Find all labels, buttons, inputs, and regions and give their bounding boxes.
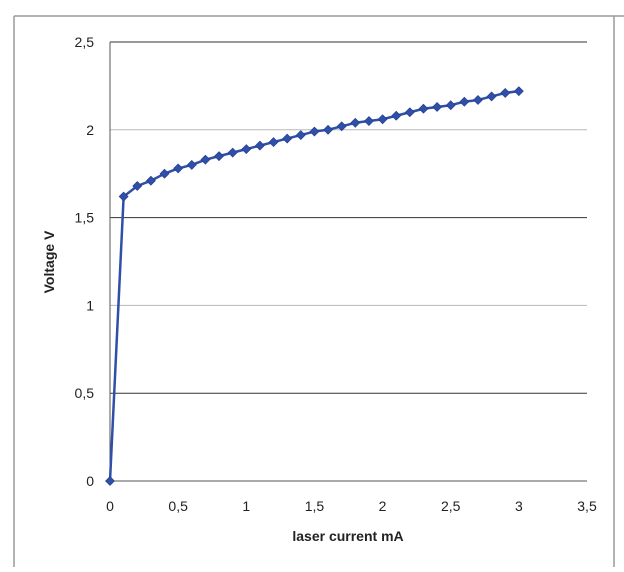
y-tick-label: 0,5 (75, 385, 95, 401)
data-point-marker (241, 144, 252, 155)
data-series (105, 86, 524, 486)
data-point-marker (118, 191, 129, 202)
data-point-marker (309, 126, 320, 137)
x-tick-label: 1 (242, 498, 250, 514)
series-line (108, 89, 520, 482)
y-tick-label: 0 (86, 473, 94, 489)
y-tick-labels: 0 0,5 1 1,5 2 2,5 (75, 34, 95, 489)
data-point-marker (295, 130, 306, 140)
y-tick-label: 2,5 (75, 34, 95, 50)
x-tick-label: 0 (106, 498, 114, 514)
data-point-marker (173, 163, 184, 174)
data-point-marker (227, 147, 238, 158)
data-point-marker (214, 151, 224, 162)
data-point-marker (200, 154, 211, 165)
data-point-marker (159, 168, 170, 179)
data-point-marker (391, 110, 402, 121)
data-point-marker (500, 87, 511, 98)
data-point-marker (323, 124, 333, 135)
data-point-marker (404, 107, 415, 118)
x-tick-label: 2 (379, 498, 387, 514)
data-point-marker (364, 116, 374, 126)
x-tick-labels: 0 0,5 1 1,5 2 2,5 3 3,5 (106, 498, 597, 514)
data-point-marker (145, 175, 156, 186)
x-tick-label: 2,5 (441, 498, 461, 514)
x-tick-label: 1,5 (305, 498, 325, 514)
data-point-marker (268, 137, 279, 148)
data-point-marker (350, 117, 361, 128)
x-tick-label: 3,5 (577, 498, 597, 514)
data-point-marker (459, 96, 470, 107)
data-point-marker (513, 86, 524, 97)
gridlines (110, 41, 587, 394)
data-point-marker (432, 102, 443, 112)
data-point-marker (418, 103, 429, 114)
data-point-marker (445, 100, 456, 111)
data-point-marker (254, 140, 265, 151)
data-point-marker (377, 114, 388, 125)
axes (109, 42, 587, 482)
y-tick-label: 1,5 (75, 210, 95, 226)
data-point-marker (186, 159, 197, 170)
data-point-marker (336, 121, 347, 132)
data-point-marker (105, 476, 115, 486)
x-tick-label: 3 (515, 498, 523, 514)
y-axis-title: Voltage V (41, 230, 57, 293)
data-point-marker (473, 95, 483, 105)
data-point-marker (282, 133, 293, 144)
x-axis-title: laser current mA (292, 528, 403, 544)
y-tick-label: 2 (86, 122, 94, 138)
data-point-marker (132, 181, 143, 191)
data-point-marker (486, 91, 497, 102)
x-tick-label: 0,5 (168, 498, 188, 514)
y-tick-label: 1 (86, 297, 94, 313)
